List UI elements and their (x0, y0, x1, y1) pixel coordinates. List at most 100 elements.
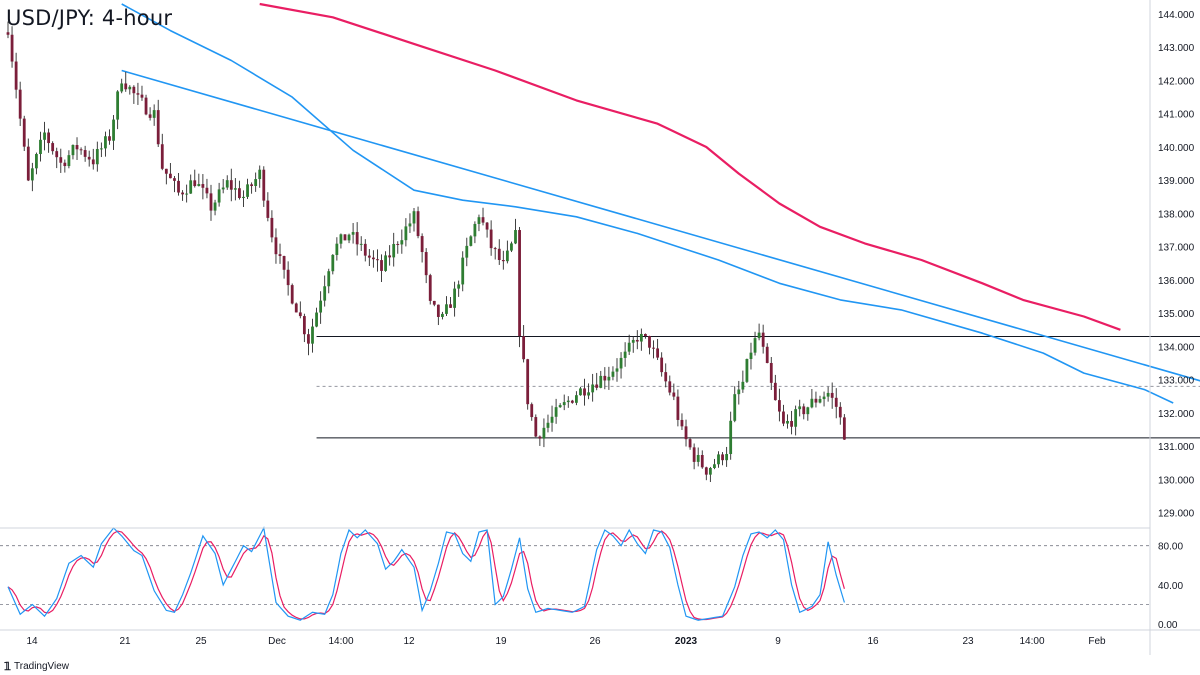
candle-body (412, 211, 416, 224)
candle-body (380, 260, 383, 271)
candle-body (684, 426, 688, 440)
candle-bearish (177, 172, 180, 196)
candle-bearish (420, 233, 424, 263)
price-tick-label: 138.000 (1158, 209, 1195, 220)
candle-bullish (412, 208, 416, 232)
candle-body (367, 255, 371, 258)
time-tick-label: 9 (775, 636, 781, 647)
candle-body (838, 406, 842, 418)
candle-body (432, 300, 436, 305)
candle-body (177, 180, 180, 193)
candle-body (67, 155, 71, 167)
price-tick-label: 139.000 (1158, 176, 1195, 187)
candle-body (294, 303, 298, 313)
candle-body (505, 250, 509, 262)
time-tick-label: Feb (1088, 636, 1106, 647)
candle-body (71, 145, 75, 156)
candle-body (238, 188, 241, 199)
candle-bearish (63, 159, 67, 173)
candle-body (197, 184, 201, 187)
candle-bullish (741, 370, 745, 393)
candle-bearish (761, 324, 765, 354)
candle-bullish (30, 162, 34, 192)
candle-bearish (497, 239, 501, 265)
candle-body (274, 237, 278, 255)
candle-bearish (59, 148, 63, 173)
candle-body (359, 243, 363, 245)
candle-body (660, 357, 664, 373)
price-tick-label: 131.000 (1158, 442, 1195, 453)
candle-bearish (55, 147, 59, 169)
candle-body (420, 236, 424, 253)
candle-bullish (798, 399, 802, 417)
time-tick-label: 14 (26, 636, 38, 647)
candle-bullish (794, 405, 798, 436)
candle-bearish (672, 383, 676, 401)
stoch-tick-label: 80.00 (1158, 542, 1183, 553)
candle-bullish (579, 386, 582, 396)
candle-bullish (696, 447, 700, 467)
candle-body (465, 245, 469, 258)
candle-bullish (453, 281, 456, 317)
candle-bearish (688, 437, 692, 450)
candle-bullish (39, 131, 42, 162)
price-tick-label: 137.000 (1158, 243, 1195, 254)
candle-bullish (599, 370, 603, 389)
candle-bullish (457, 280, 461, 297)
candle-bearish (704, 466, 708, 481)
candle-body (372, 257, 375, 260)
candle-bullish (400, 229, 404, 254)
candle-body (140, 94, 144, 98)
candle-bullish (615, 358, 619, 382)
candle-body (615, 368, 619, 372)
candle-bullish (745, 358, 749, 384)
candle-body (262, 169, 266, 201)
candle-bearish (449, 297, 452, 309)
candle-body (99, 148, 103, 150)
candle-body (761, 332, 765, 347)
candle-bearish (47, 128, 50, 153)
candle-bearish (156, 99, 160, 147)
candle-body (95, 149, 99, 165)
candle-bearish (91, 148, 95, 170)
candle-body (51, 143, 55, 152)
candle-bearish (700, 450, 704, 469)
candle-body (104, 136, 107, 149)
candle-bullish (587, 383, 590, 400)
candle-body (713, 464, 716, 469)
candle-body (327, 271, 331, 287)
candle-body (497, 248, 501, 260)
candle-body (205, 187, 209, 194)
candle-body (461, 257, 465, 285)
candle-bearish (250, 182, 253, 194)
candle-bearish (721, 452, 724, 466)
candle-body (108, 136, 111, 141)
candle-body (562, 402, 566, 406)
candle-body (778, 400, 781, 412)
candle-body (558, 405, 562, 408)
candle-bearish (493, 246, 497, 260)
candle-body (302, 316, 306, 335)
candle-body (148, 114, 152, 118)
candle-bearish (842, 414, 846, 440)
candle-body (363, 243, 367, 256)
candle-body (542, 427, 546, 439)
candle-bearish (830, 382, 834, 409)
candle-bearish (684, 419, 688, 447)
candle-bullish (607, 366, 611, 390)
candle-bearish (193, 169, 197, 188)
candle-body (59, 157, 63, 163)
candle-bullish (225, 175, 229, 190)
candle-body (631, 339, 635, 343)
candle-bearish (782, 404, 785, 427)
candle-bullish (116, 90, 120, 130)
candle-bullish (733, 386, 737, 423)
candle-body (518, 230, 521, 337)
candle-bullish (737, 380, 741, 405)
candle-bearish (668, 375, 672, 396)
candle-bullish (99, 142, 103, 158)
candle-body (672, 392, 676, 397)
candle-body (339, 234, 343, 244)
price-tick-label: 133.000 (1158, 376, 1195, 387)
